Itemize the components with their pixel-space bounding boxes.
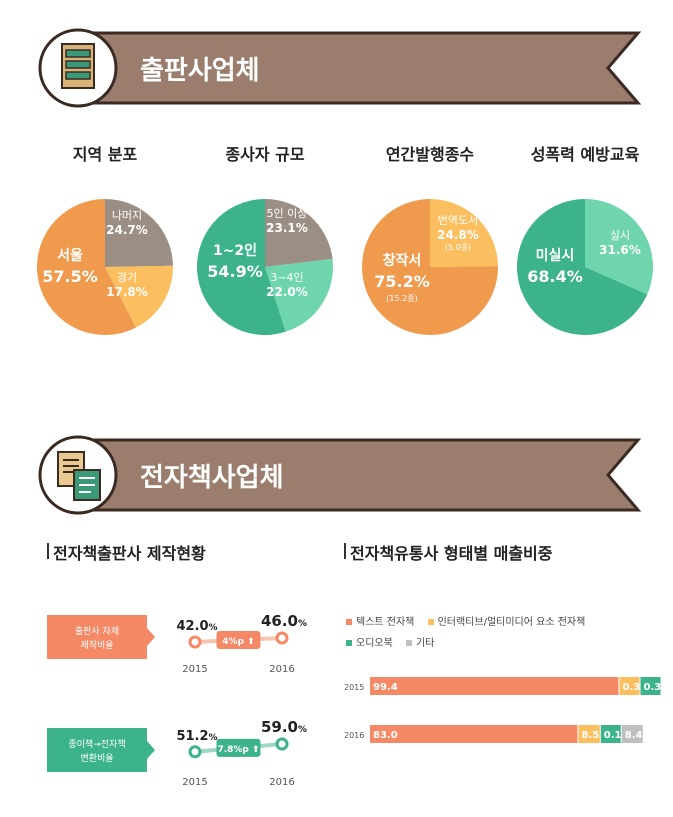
subtitle-bar-right (344, 543, 346, 559)
year-label: 2016 (269, 777, 294, 788)
bookshelf-icon (61, 43, 95, 89)
bar-value: 0.1 (604, 730, 622, 741)
year-label: 2015 (182, 664, 207, 675)
pie-slice (362, 199, 498, 335)
change-badge (216, 738, 261, 757)
change-badge-text: 4%p ⬆ (222, 637, 254, 647)
bar-segment (640, 677, 661, 695)
value-2016: 46.0% (261, 612, 307, 630)
pie-subvalue: (15.2종) (386, 294, 417, 303)
pie-value: 54.9% (207, 262, 263, 281)
pie-title: 성폭력 예방교육 (531, 145, 640, 164)
bar-segment (370, 725, 578, 743)
row-label-line1: 출판사 자체 (75, 626, 119, 637)
pie-subvalue: (5.0종) (445, 243, 471, 252)
bar-value: 8.4 (625, 730, 643, 741)
bar-value: 83.0 (373, 730, 398, 741)
row-label-arrow (147, 628, 155, 646)
bar-category: 2016 (344, 731, 364, 740)
value-unit: % (298, 725, 307, 735)
sales-share-chart: 2015 99.4 0.3 0.3 2016 83.0 8.5 0.1 8.4 (344, 677, 662, 743)
pie-title: 연간발행종수 (386, 145, 475, 164)
pie-value: 68.4% (527, 267, 583, 286)
value-unit: % (298, 619, 307, 629)
value-unit: % (209, 733, 218, 743)
value-unit: % (209, 623, 218, 633)
pie-label: 1~2인 (213, 242, 257, 259)
legend-item-interactive-ebook: 인터랙티브/멀티미디어 요소 전자책 (427, 617, 585, 628)
pie-slice (265, 258, 333, 332)
pie-slice (585, 199, 653, 295)
pie-slice (105, 265, 173, 328)
pie-value: 24.8% (437, 228, 479, 242)
pie-slice (265, 199, 333, 267)
legend-item-audiobook: 오디오북 (346, 638, 393, 649)
bar-segment (370, 677, 619, 695)
bar-segment (578, 725, 600, 743)
pie-value: 17.8% (106, 285, 148, 299)
pie-label: 미실시 (536, 248, 575, 264)
point-2015 (188, 745, 202, 759)
value-2016: 59.0% (261, 718, 307, 736)
value-2015: 51.2% (176, 729, 217, 744)
section2-banner (38, 435, 642, 515)
pie-label: 나머지 (112, 209, 142, 222)
pie-value: 75.2% (374, 272, 430, 291)
point-2015 (188, 635, 202, 649)
pie-value: 22.0% (266, 285, 308, 299)
pie-title: 지역 분포 (73, 145, 138, 164)
change-badge-text: 7.8%p ⬆ (217, 745, 259, 755)
point-2016 (275, 631, 289, 645)
section2-title: 전자책사업체 (140, 463, 284, 493)
year-label: 2015 (182, 777, 207, 788)
row-label-line2: 변환비율 (80, 752, 113, 764)
production-status-title: 전자책출판사 제작현황 (53, 544, 206, 563)
row-label-arrow (147, 741, 155, 759)
bar-value: 99.4 (373, 682, 398, 693)
sales-legend: 텍스트 전자책 인터랙티브/멀티미디어 요소 전자책 오디오북 기타 (346, 613, 646, 649)
pie-value: 57.5% (42, 267, 98, 286)
year-label: 2016 (269, 664, 294, 675)
sales-share-title: 전자책유통사 형태별 매출비중 (350, 544, 553, 563)
bar-value: 0.3 (644, 682, 662, 693)
change-badge (216, 631, 261, 649)
pie-label: 번역도서 (438, 214, 478, 227)
pie-slice (105, 199, 173, 267)
pie-label: 실시 (610, 229, 630, 242)
section1-title: 출판사업체 (140, 56, 260, 86)
row-label-box (47, 728, 147, 772)
row-label-line2: 제작비율 (80, 640, 113, 651)
legend-item-other: 기타 (406, 638, 434, 649)
pie-title: 종사자 규모 (225, 145, 304, 164)
bar-value: 0.3 (623, 682, 641, 693)
bar-segment (600, 725, 621, 743)
pie-value: 23.1% (266, 221, 308, 235)
pie-value: 24.7% (106, 223, 148, 237)
pie-slice (430, 199, 498, 267)
row-label-line1: 종이책→전자책 (68, 738, 125, 750)
bar-segment (619, 677, 640, 695)
pie-label: 경기 (117, 271, 137, 284)
bar-value: 8.5 (582, 730, 600, 741)
row-label-box (47, 615, 147, 659)
pie-slice (196, 199, 286, 335)
pie-label: 3~4인 (270, 271, 303, 284)
pie-label: 서울 (57, 247, 83, 264)
section1-banner (38, 28, 642, 108)
value-2015: 42.0% (176, 619, 217, 634)
pie-slice (37, 199, 136, 335)
ebook-documents-icon (57, 451, 101, 501)
point-2016 (275, 737, 289, 751)
pie-label: 5인 이상 (267, 207, 308, 220)
pie-slice (517, 199, 648, 335)
bar-segment (621, 725, 643, 743)
pie-value: 31.6% (599, 243, 641, 257)
legend-item-text-ebook: 텍스트 전자책 (346, 617, 414, 628)
subtitle-bar-left (47, 543, 49, 559)
pie-label: 창작서 (383, 252, 422, 269)
bar-category: 2015 (344, 683, 364, 692)
